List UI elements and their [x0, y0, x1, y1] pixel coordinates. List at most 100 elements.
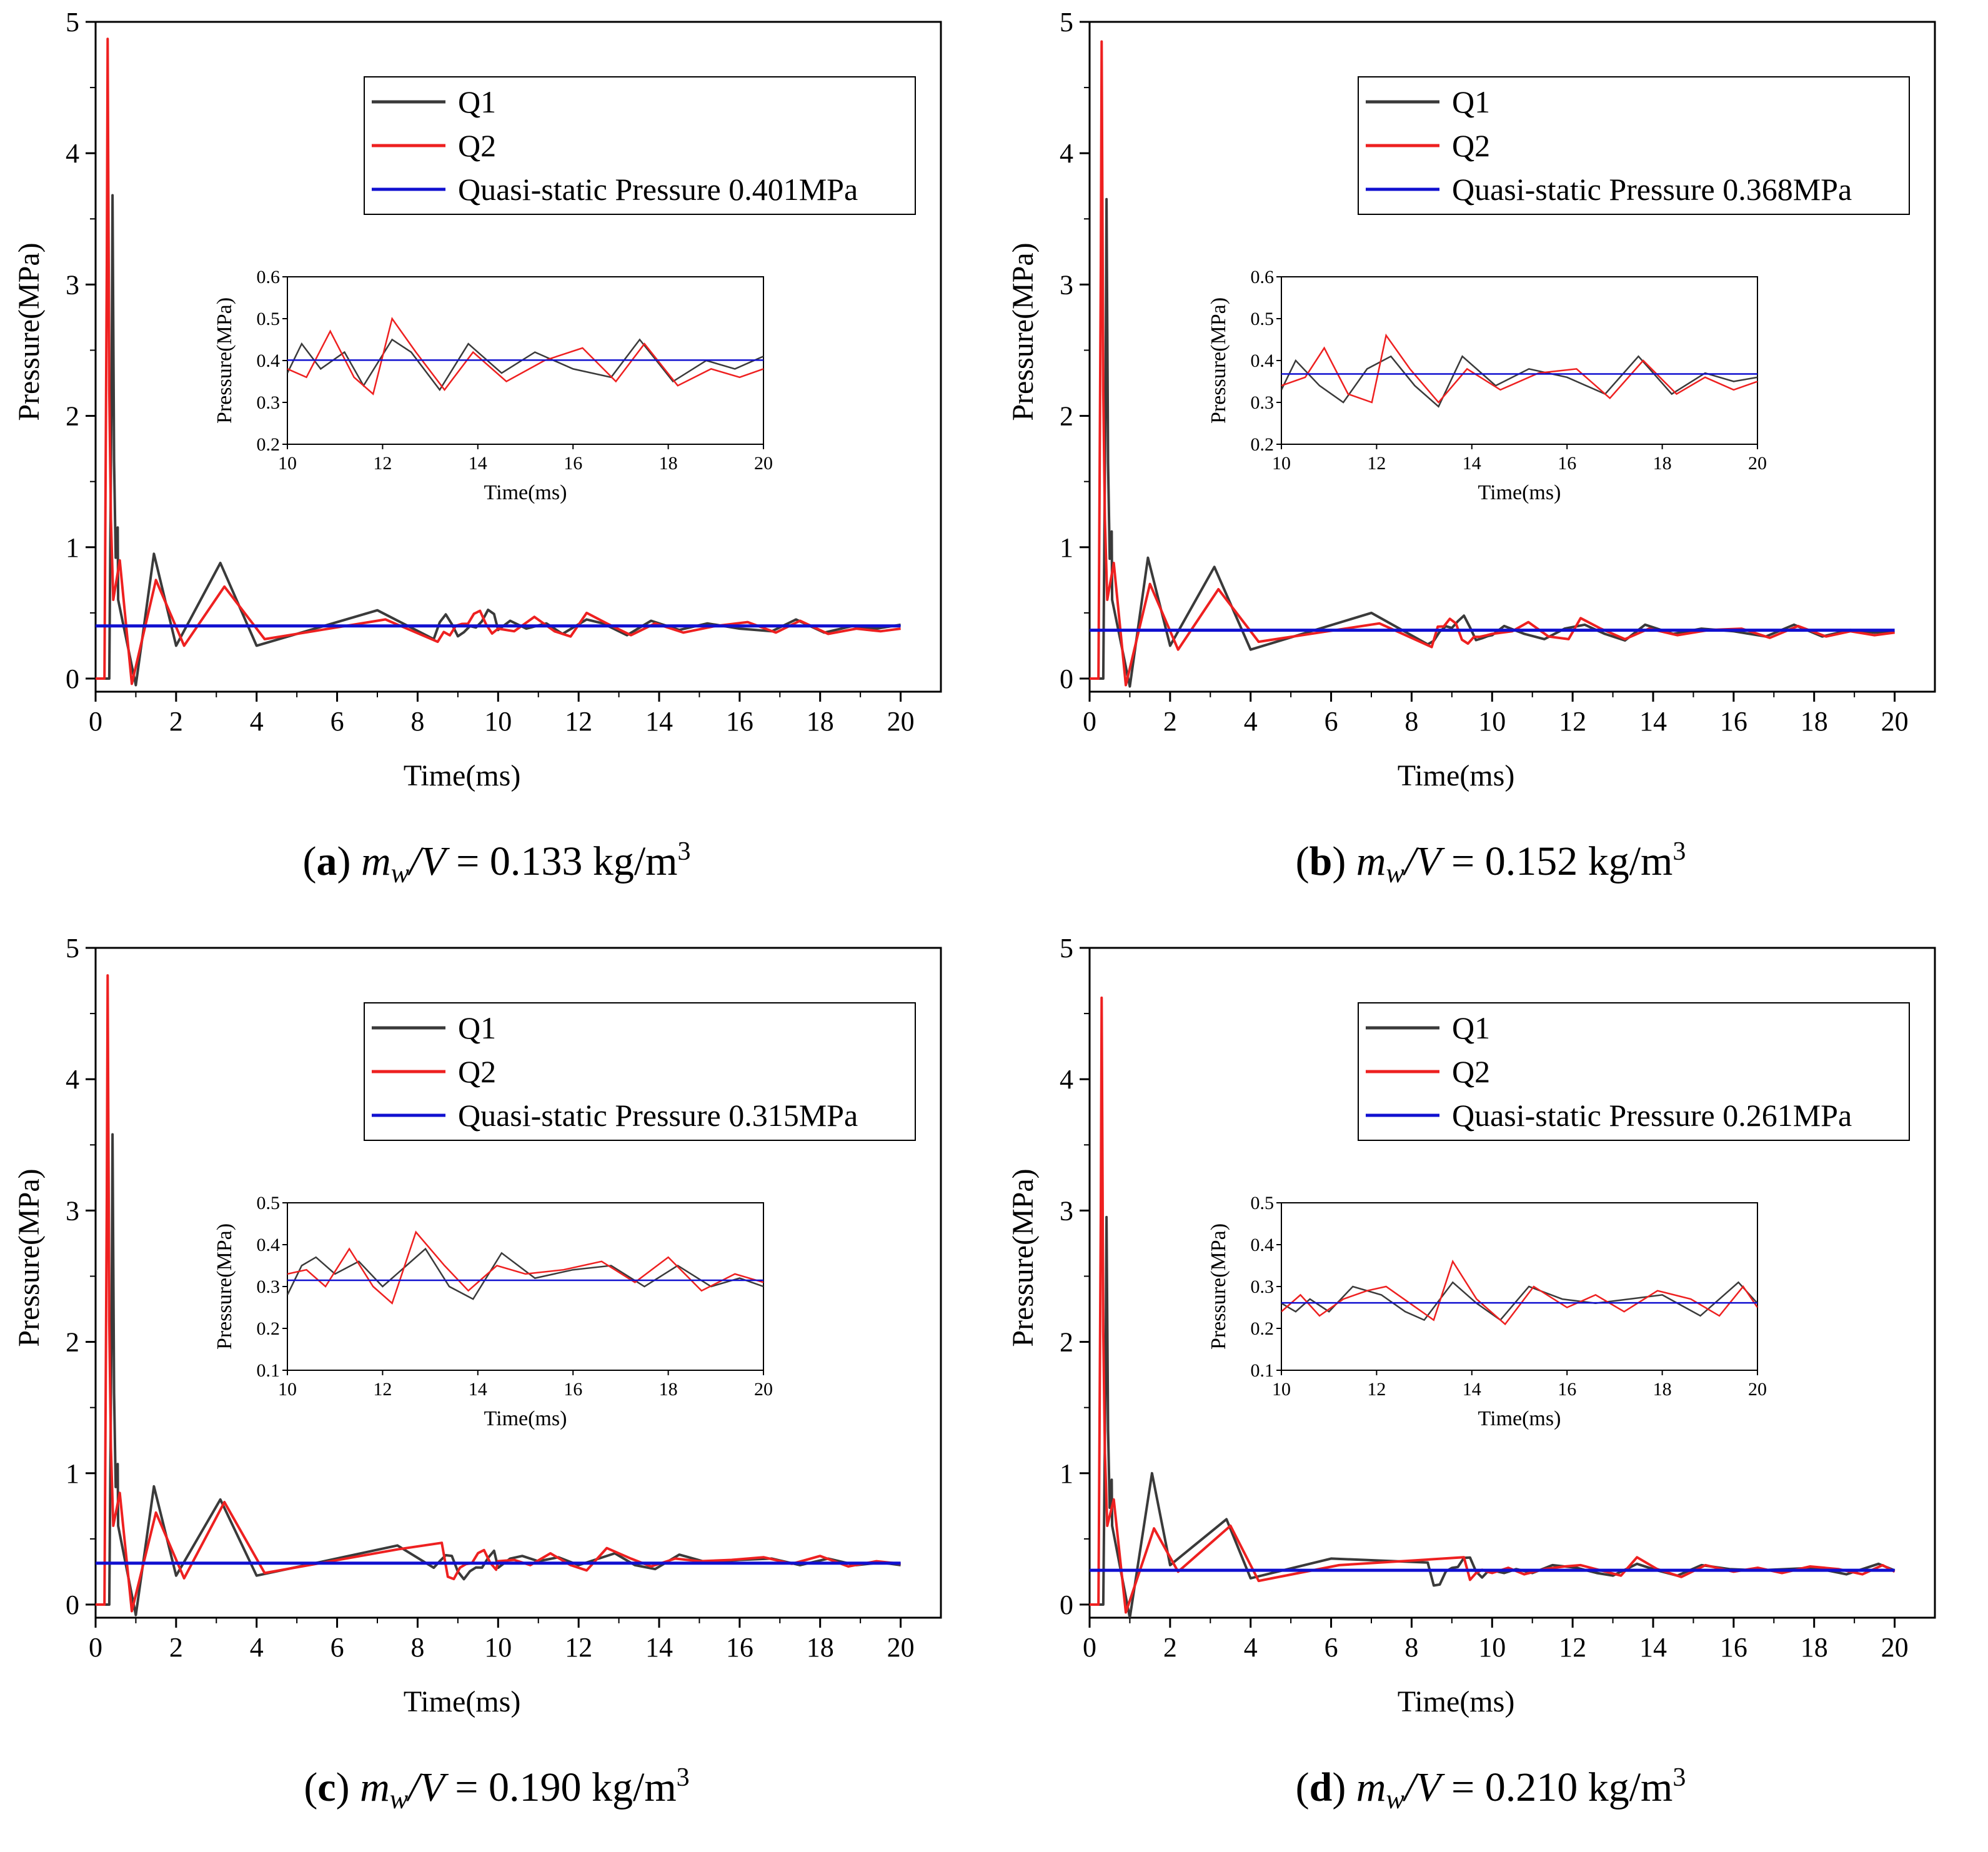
caption-superscript: 3	[1672, 1763, 1686, 1792]
x-tick-label: 8	[410, 706, 424, 737]
x-tick-label: 10	[484, 706, 512, 737]
caption-paren-close: )	[1332, 839, 1356, 884]
panel-caption: (b) mw/V = 0.152 kg/m3	[1296, 837, 1686, 889]
x-tick-label: 6	[1325, 1632, 1338, 1663]
inset-x-tick-label: 10	[1272, 453, 1291, 474]
legend-label-q1: Q1	[1452, 1010, 1490, 1045]
y-axis-title: Pressure(MPa)	[12, 1168, 46, 1347]
inset-series-q1-line	[287, 1247, 763, 1300]
legend-label-q1: Q1	[458, 84, 496, 119]
inset-x-tick-label: 20	[1748, 453, 1767, 474]
x-tick-label: 8	[1404, 1632, 1418, 1663]
caption-value: = 0.152 kg/m	[1441, 839, 1672, 884]
inset-x-tick-label: 12	[373, 1379, 392, 1400]
inset-x-tick-label: 14	[1463, 1379, 1481, 1400]
inset-x-tick-label: 14	[469, 1379, 487, 1400]
inset-y-tick-label: 0.1	[1251, 1360, 1275, 1381]
x-tick-label: 10	[1478, 1632, 1506, 1663]
legend-label-q2: Q2	[1452, 128, 1490, 163]
x-tick-label: 16	[726, 706, 753, 737]
caption-m: m	[360, 1765, 390, 1810]
x-tick-label: 16	[726, 1632, 753, 1663]
y-tick-label: 2	[66, 401, 79, 432]
x-tick-label: 12	[565, 706, 592, 737]
y-tick-label: 2	[1060, 401, 1073, 432]
legend: Q1 Q2 Quasi-static Pressure 0.315MPa	[364, 1002, 916, 1141]
x-tick-label: 0	[1083, 1632, 1096, 1663]
caption-v: /V	[405, 1765, 449, 1810]
y-tick-label: 4	[66, 138, 79, 169]
inset-x-tick-label: 16	[564, 453, 582, 474]
legend-box	[1358, 1002, 1910, 1141]
x-tick-label: 14	[1639, 1632, 1667, 1663]
caption-subscript: w	[390, 1784, 409, 1815]
x-tick-label: 14	[1639, 706, 1667, 737]
inset-y-axis-title: Pressure(MPa)	[213, 297, 236, 424]
caption-label: a	[316, 839, 337, 884]
x-tick-label: 8	[410, 1632, 424, 1663]
caption-paren-close: )	[337, 839, 360, 884]
series-q2-line	[96, 974, 901, 1613]
y-tick-label: 5	[1060, 7, 1073, 37]
inset-y-tick-label: 0.2	[257, 434, 281, 455]
legend-label-q1: Q1	[458, 1010, 496, 1045]
caption-superscript: 3	[1672, 837, 1686, 866]
x-tick-label: 18	[1801, 1632, 1828, 1663]
x-tick-label: 4	[1244, 1632, 1258, 1663]
inset-x-tick-label: 20	[754, 1379, 773, 1400]
inset-y-tick-label: 0.5	[1251, 309, 1275, 329]
inset: 10 12 14 16 18 20 0.2 0.3 0.4 0.5 0.6 Time(ms) Press…	[213, 267, 773, 504]
x-tick-label: 2	[169, 706, 183, 737]
y-tick-label: 1	[1060, 1458, 1073, 1489]
inset-x-tick-label: 10	[278, 1379, 297, 1400]
x-tick-label: 4	[250, 1632, 264, 1663]
inset-y-axis-title: Pressure(MPa)	[1207, 1223, 1230, 1350]
caption-subscript: w	[1386, 1784, 1404, 1815]
inset-x-axis-title: Time(ms)	[484, 1407, 567, 1430]
x-tick-label: 18	[807, 1632, 834, 1663]
x-tick-label: 16	[1720, 1632, 1747, 1663]
inset-y-tick-label: 0.3	[257, 392, 281, 413]
legend-label-q1: Q1	[1452, 84, 1490, 119]
y-tick-label: 3	[1060, 269, 1073, 300]
inset-y-tick-label: 0.2	[1251, 434, 1275, 455]
inset-x-tick-label: 14	[469, 453, 487, 474]
series-q1-line	[1090, 197, 1895, 688]
plot-frame	[1088, 21, 1936, 693]
caption-value: = 0.210 kg/m	[1441, 1765, 1672, 1810]
inset-frame	[287, 1202, 764, 1371]
caption-paren-open: (	[1296, 1765, 1310, 1810]
y-tick-label: 0	[1060, 1590, 1073, 1620]
caption-subscript: w	[391, 858, 410, 889]
x-tick-label: 20	[887, 706, 915, 737]
caption-superscript: 3	[677, 1763, 690, 1792]
x-tick-label: 10	[1478, 706, 1506, 737]
legend: Q1 Q2 Quasi-static Pressure 0.261MPa	[1358, 1002, 1910, 1141]
inset-series-q1-line	[287, 338, 763, 392]
inset-y-tick-label: 0.6	[1251, 267, 1275, 287]
y-tick-label: 1	[1060, 532, 1073, 563]
inset-series-q2-line	[1281, 333, 1757, 404]
inset-x-tick-label: 16	[1558, 453, 1576, 474]
panel-d: 0 2 4 6 8 10 12 14 16 18 20012345Time(ms)Pressure(…	[1006, 933, 1936, 1815]
inset-x-tick-label: 18	[1653, 1379, 1672, 1400]
caption-m: m	[361, 839, 391, 884]
legend-label-qs: Quasi-static Pressure 0.401MPa	[458, 172, 858, 207]
x-tick-label: 6	[1325, 706, 1338, 737]
y-tick-label: 0	[1060, 664, 1073, 694]
legend-label-q2: Q2	[458, 128, 496, 163]
inset-series-q1-line	[1281, 355, 1757, 408]
panel-c: 0 2 4 6 8 10 12 14 16 18 20012345Time(ms)Pressure(…	[12, 933, 942, 1815]
y-tick-label: 5	[1060, 933, 1073, 963]
panel-b: 0 2 4 6 8 10 12 14 16 18 20012345Time(ms)Pressure(…	[1006, 7, 1936, 889]
inset-y-tick-label: 0.2	[257, 1318, 281, 1339]
x-tick-label: 10	[484, 1632, 512, 1663]
legend-box	[1358, 76, 1910, 215]
inset-y-tick-label: 0.5	[257, 1193, 281, 1213]
legend-label-qs: Quasi-static Pressure 0.368MPa	[1452, 172, 1852, 207]
inset-x-tick-label: 16	[564, 1379, 582, 1400]
x-tick-label: 8	[1404, 706, 1418, 737]
x-tick-label: 2	[1163, 706, 1177, 737]
caption-m: m	[1356, 1765, 1386, 1810]
